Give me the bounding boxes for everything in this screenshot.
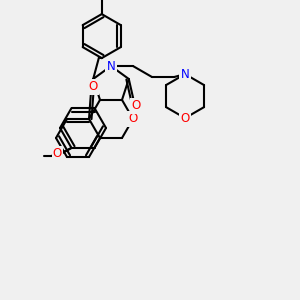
Text: O: O <box>53 147 62 161</box>
Text: O: O <box>180 112 190 124</box>
Text: O: O <box>53 149 62 162</box>
Text: O: O <box>128 112 138 125</box>
Text: O: O <box>131 100 140 112</box>
Text: N: N <box>106 59 116 73</box>
Text: O: O <box>88 80 98 93</box>
Text: N: N <box>181 68 189 81</box>
